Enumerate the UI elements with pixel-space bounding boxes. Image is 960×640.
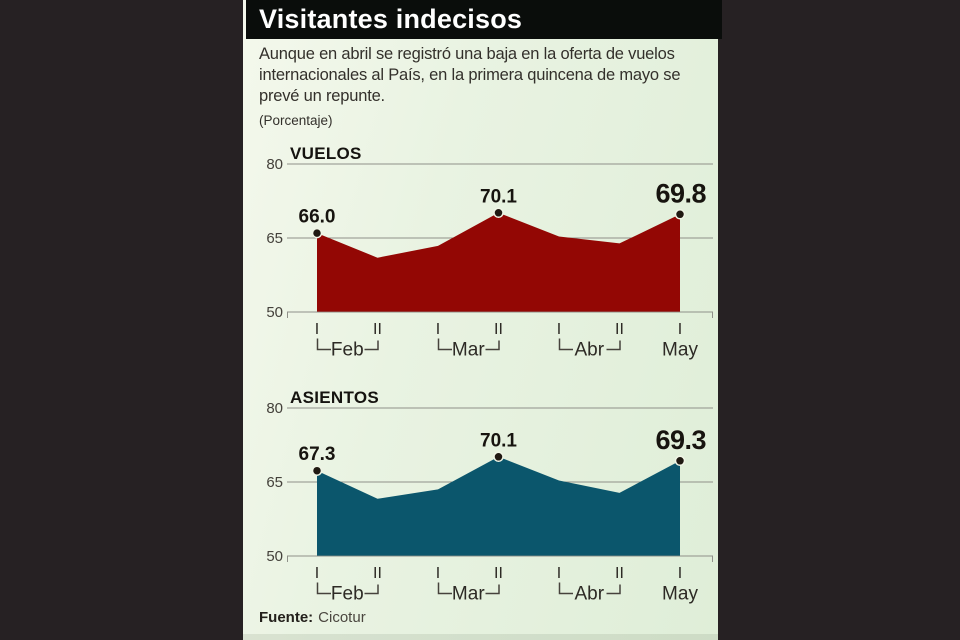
month-bracket-right-Mar [485,340,500,351]
month-label-Feb: Feb [331,584,364,605]
y-tick-label-65: 65 [266,230,283,247]
x-tick-2: I [436,321,440,338]
x-tick-4: I [557,565,561,582]
month-label-Feb: Feb [331,340,364,361]
x-tick-3: II [494,321,503,338]
title-bar: Visitantes indecisos [246,0,722,39]
infographic-panel: Visitantes indecisos Aunque en abril se … [243,0,722,640]
x-tick-0: I [315,321,319,338]
month-bracket-left-Feb [316,338,331,351]
data-point-label-emphasis: 69.3 [655,425,706,455]
x-tick-4: I [557,321,561,338]
intro-paragraph: Aunque en abril se registró una baja en … [259,45,681,105]
x-tick-6: I [678,321,682,338]
data-point-label: 70.1 [480,430,517,451]
data-point-dot [674,455,686,467]
x-tick-5: II [615,565,624,582]
asientos-chart: ASIENTOS 80 65 50 I II I II I II I Feb Mar Abr May 67.… [243,382,718,622]
month-bracket-right-Feb [364,340,379,351]
data-point-dot [311,227,323,239]
month-bracket-left-Abr [558,338,573,351]
month-label-Abr: Abr [575,340,605,361]
source-line: Fuente: Cicotur [259,609,366,626]
x-tick-0: I [315,565,319,582]
unit-note: (Porcentaje) [259,113,333,128]
month-label-Mar: Mar [452,584,485,605]
y-tick-label-80: 80 [266,156,283,173]
x-tick-2: I [436,565,440,582]
data-point-label: 66.0 [299,207,336,228]
month-bracket-right-Mar [485,584,500,595]
x-tick-1: II [373,321,382,338]
x-tick-1: II [373,565,382,582]
data-point-label: 67.3 [299,444,336,465]
page-title: Visitantes indecisos [259,4,523,34]
x-tick-5: II [615,321,624,338]
y-tick-label-80: 80 [266,400,283,417]
month-bracket-right-Feb [364,584,379,595]
y-tick-label-65: 65 [266,474,283,491]
month-label-Mar: Mar [452,340,485,361]
month-bracket-left-Feb [316,582,331,595]
data-point-label: 70.1 [480,186,517,207]
month-bracket-left-Abr [558,582,573,595]
data-point-dot [493,207,504,219]
data-point-dot [311,465,323,476]
x-tick-3: II [494,565,503,582]
y-tick-label-50: 50 [266,304,283,321]
month-label-May: May [662,340,698,361]
month-label-Abr: Abr [575,584,605,605]
data-point-dot [493,451,504,463]
vuelos-chart-title: VUELOS [290,144,362,163]
source-label: Fuente: [259,609,314,626]
y-tick-label-50: 50 [266,548,283,565]
source-value: Cicotur [318,609,366,626]
vuelos-chart: VUELOS 80 65 50 I II I II I II I Feb Mar Abr May 66.0 7… [243,138,718,378]
month-bracket-left-Mar [437,582,452,595]
asientos-chart-title: ASIENTOS [290,388,379,407]
month-label-May: May [662,584,698,605]
data-point-label-emphasis: 69.8 [655,178,706,208]
x-tick-6: I [678,565,682,582]
data-point-dot [674,209,686,220]
vuelos-area-series [317,212,680,312]
asientos-area-series [317,456,680,556]
month-bracket-right-Abr [606,340,621,351]
month-bracket-left-Mar [437,338,452,351]
month-bracket-right-Abr [606,584,621,595]
